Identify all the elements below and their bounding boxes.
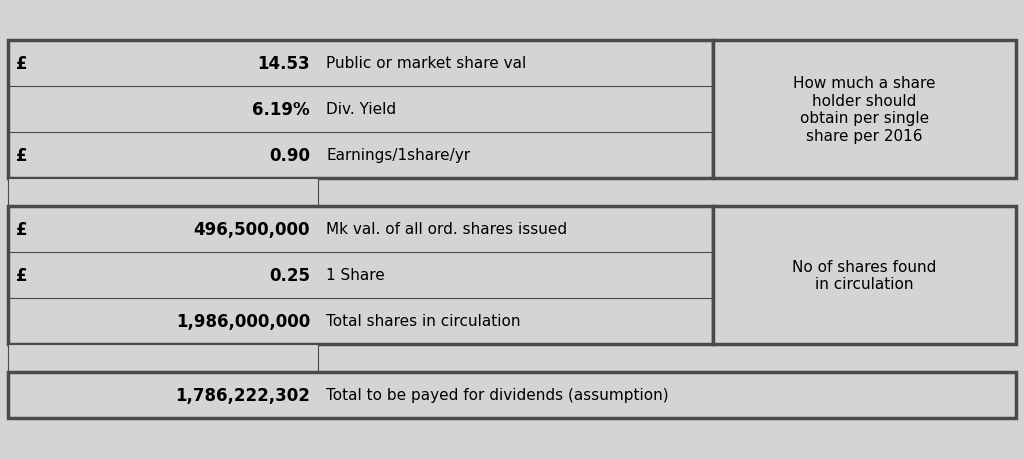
Text: £: £: [16, 266, 28, 285]
Text: 6.19%: 6.19%: [252, 101, 310, 119]
Text: £: £: [16, 220, 28, 239]
Bar: [8, 41, 713, 179]
Bar: [318, 179, 1016, 207]
Text: 14.53: 14.53: [257, 55, 310, 73]
Bar: [318, 344, 1016, 372]
Text: £: £: [16, 147, 28, 165]
Text: Total to be payed for dividends (assumption): Total to be payed for dividends (assumpt…: [326, 388, 669, 403]
Text: No of shares found
in circulation: No of shares found in circulation: [793, 259, 937, 291]
Text: Public or market share val: Public or market share val: [326, 56, 526, 71]
Bar: [8, 372, 1016, 418]
Text: Div. Yield: Div. Yield: [326, 102, 396, 117]
Text: £: £: [16, 55, 28, 73]
Text: Mk val. of all ord. shares issued: Mk val. of all ord. shares issued: [326, 222, 567, 237]
Text: 0.25: 0.25: [269, 266, 310, 285]
Text: 1,986,000,000: 1,986,000,000: [176, 312, 310, 330]
Bar: [8, 179, 318, 207]
Bar: [713, 207, 1016, 344]
Text: 1,786,222,302: 1,786,222,302: [175, 386, 310, 404]
Text: How much a share
holder should
obtain per single
share per 2016: How much a share holder should obtain pe…: [794, 76, 936, 143]
Bar: [713, 41, 1016, 179]
Bar: [8, 344, 318, 372]
Text: Earnings/1share/yr: Earnings/1share/yr: [326, 148, 470, 163]
Text: 0.90: 0.90: [269, 147, 310, 165]
Bar: [8, 207, 713, 344]
Text: Total shares in circulation: Total shares in circulation: [326, 314, 520, 329]
Text: 496,500,000: 496,500,000: [194, 220, 310, 239]
Text: 1 Share: 1 Share: [326, 268, 385, 283]
